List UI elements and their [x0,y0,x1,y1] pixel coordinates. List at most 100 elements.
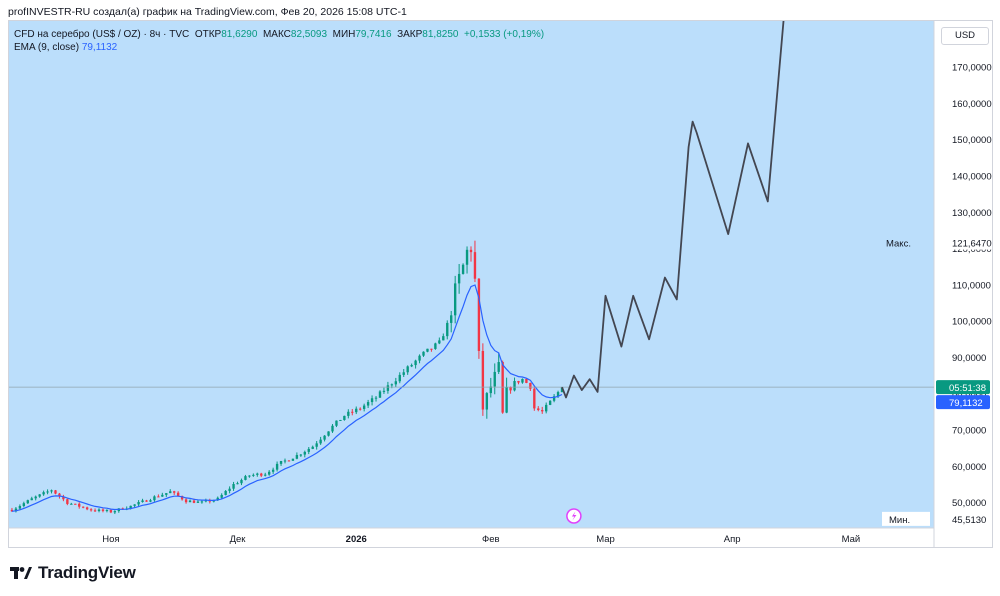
legend-ema-label[interactable]: EMA (9, close) [14,42,80,53]
candle-body [240,479,243,484]
candle-body [457,273,461,284]
candle-body [450,315,453,323]
candle-body [46,491,49,493]
candle-body [537,408,540,411]
candle-body [521,378,524,383]
chart-area[interactable]: 50,0000 60,0000 70,0000 80,0000 90,0000 100,0… [8,20,993,548]
candle-body [180,496,184,500]
event-flash-glyph [571,511,577,521]
candle-body [382,390,386,392]
candle-body [347,411,350,416]
candle-body [149,500,152,502]
currency-button[interactable]: USD [941,27,989,45]
candle-body [287,460,291,462]
candle-body [62,496,65,500]
candle-body [89,509,93,511]
candle-body [133,504,136,506]
candle-body [248,475,251,477]
candle-body [176,492,180,497]
chart-legend: CFD на серебро (US$ / OZ) · 8ч · TVC ОТК… [14,28,544,54]
price-axis-label: 50,0000 [952,498,986,509]
candle-body [66,499,69,504]
price-axis-label: 140,0000 [952,172,992,183]
min-price-tag-bg [935,511,992,526]
max-price-value: 121,6470 [952,239,992,250]
min-price-label-bg [882,511,930,526]
candle-body [469,249,473,253]
candle-body [271,469,275,472]
candle-body [244,476,247,480]
candle-body [465,249,469,265]
candle-body [18,506,22,509]
candle-body [335,420,338,426]
legend-low-label: МИН [332,29,356,40]
candle-body [323,435,326,440]
countdown-value: 05:51:38 [949,383,986,394]
candle-body [137,502,140,505]
candle-body [552,396,556,401]
tradingview-logo-icon [10,567,32,579]
candle-body [34,496,37,499]
candle-body [264,474,267,476]
candle-body [236,483,239,485]
footer-brand: TradingView [10,563,136,583]
candle-body [485,393,489,410]
candle-body [513,380,516,391]
candle-body [38,494,41,497]
legend-open-label: ОТКР [194,29,222,40]
candle-body [228,488,231,491]
candle-body [473,252,477,279]
candle-body [556,392,560,397]
candle-body [295,455,299,459]
candle-body [22,503,26,507]
candle-body [196,501,200,503]
ema-price-tag-bg [936,395,990,410]
price-axis-background[interactable] [934,20,993,548]
time-axis-background[interactable] [8,528,934,548]
legend-close-value: 81,8250 [422,29,459,40]
price-axis-label: 60,0000 [952,462,986,473]
min-price-value: 45,5130 [952,515,986,526]
candle-body [74,503,77,505]
candle-body [422,351,425,356]
candle-body [252,474,255,476]
candle-body [426,348,429,352]
candle-body [319,439,322,444]
candle-body [173,491,176,493]
candle-body [355,408,358,413]
candle-body [545,404,548,412]
candle-body [283,460,287,462]
candle-body [279,460,283,464]
candle-body [525,378,528,383]
time-axis-label: Апр [724,534,741,545]
price-axis-label: 170,0000 [952,63,992,74]
candle-body [307,448,310,452]
candle-body [414,360,417,366]
candle-body [101,509,105,511]
price-axis-label: 110,0000 [952,280,991,291]
candle-body [58,493,61,497]
max-price-tag-bg [935,235,992,250]
candle-body [192,500,196,503]
candle-body [220,494,223,498]
legend-symbol[interactable]: CFD на серебро (US$ / OZ) · 8ч · TVC [14,29,190,40]
candle-body [378,391,382,398]
brand-name: TradingView [38,563,136,582]
candle-body [343,415,346,420]
candle-body [446,322,449,337]
plot-background[interactable] [8,20,934,528]
candle-body [188,500,192,503]
time-axis-label: Май [842,534,861,545]
candle-body [299,454,303,456]
candle-body [489,386,492,394]
countdown-tag-bg [936,380,990,395]
forecast-path[interactable] [561,20,785,399]
legend-ohlc-row: CFD на серебро (US$ / OZ) · 8ч · TVC ОТК… [14,28,544,41]
max-price-label: Макс. [886,239,911,250]
candle-body [493,371,496,387]
candle-body [434,343,437,349]
price-axis-label: 90,0000 [952,353,986,364]
candle-body [438,340,441,344]
candle-body [129,505,132,509]
candle-body [418,355,421,361]
